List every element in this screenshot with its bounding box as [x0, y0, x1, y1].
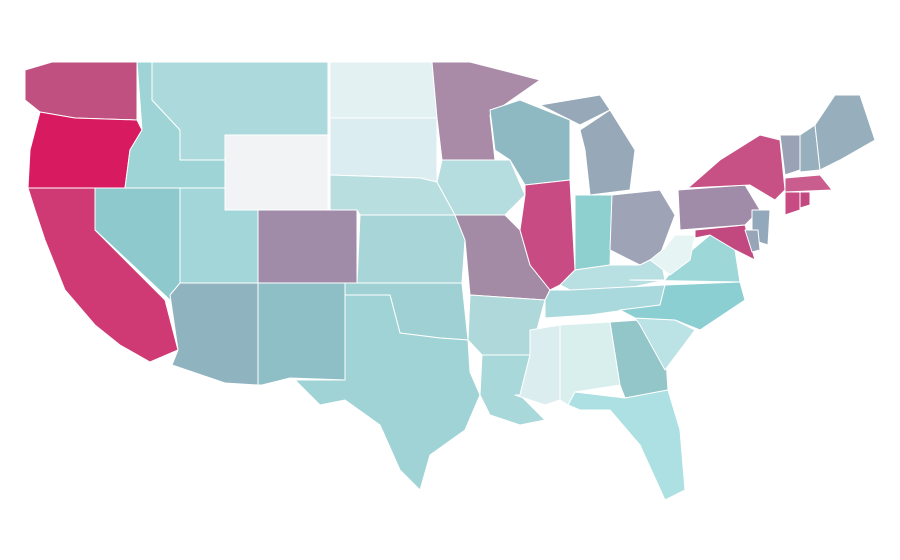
state-region — [694, 224, 756, 261]
state-region — [567, 389, 686, 501]
state-region — [559, 321, 621, 406]
state-region — [27, 111, 143, 189]
state-region — [784, 191, 801, 216]
state-region — [784, 174, 833, 193]
state-region — [677, 184, 761, 231]
state-region — [329, 61, 438, 119]
state-region — [257, 282, 346, 386]
state-region — [294, 294, 481, 491]
state-region — [224, 134, 329, 211]
state-region — [574, 194, 613, 271]
state-region — [619, 281, 746, 331]
state-region — [687, 134, 786, 201]
state-region — [257, 209, 358, 284]
state-region — [431, 61, 541, 161]
state-region — [356, 214, 466, 284]
state-region — [329, 117, 438, 183]
state-region — [744, 229, 761, 253]
state-region — [799, 191, 811, 209]
state-region — [814, 94, 876, 171]
state-region — [539, 94, 611, 126]
state-region — [579, 109, 636, 196]
state-region — [169, 282, 259, 386]
state-region — [436, 159, 526, 216]
state-region — [24, 61, 138, 121]
